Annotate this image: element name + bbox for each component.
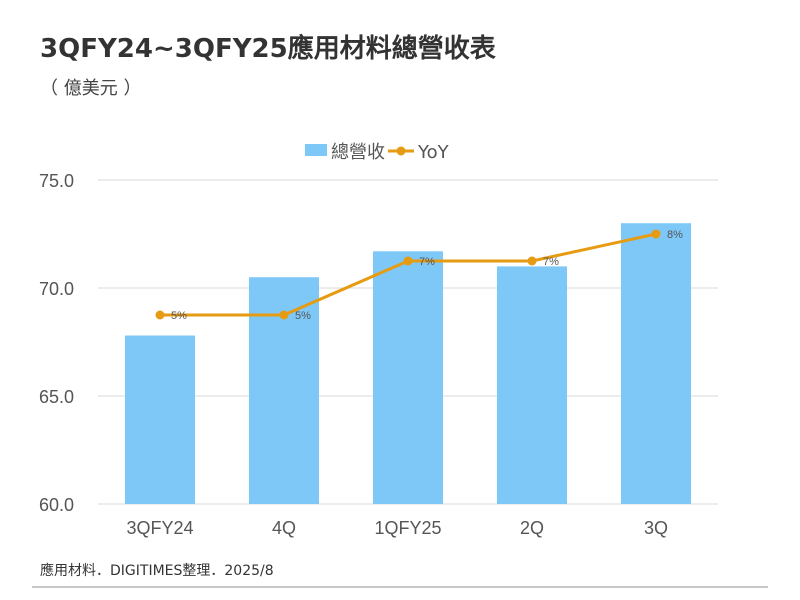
- legend: 總營收 YoY: [305, 142, 450, 163]
- yoy-point: [279, 310, 289, 320]
- yoy-point: [651, 229, 661, 239]
- source-note: 應用材料．DIGITIMES整理．2025/8: [40, 563, 274, 579]
- unit-subtitle: （ 億美元 ）: [40, 78, 142, 99]
- x-tick-label: 2Q: [520, 518, 544, 538]
- revenue-bar: [621, 223, 691, 504]
- yoy-data-label: 7%: [543, 256, 559, 268]
- yoy-data-label: 8%: [667, 229, 683, 241]
- revenue-bar: [373, 251, 443, 504]
- revenue-bar: [125, 335, 195, 504]
- x-axis: 3QFY24 4Q 1QFY25 2Q 3Q: [126, 518, 668, 538]
- yoy-data-label: 5%: [171, 310, 187, 322]
- x-tick-label: 3QFY24: [126, 518, 193, 538]
- legend-line-marker: [396, 146, 406, 156]
- y-axis: 75.0 70.0 65.0 60.0: [39, 171, 74, 515]
- yoy-line-series: 5% 5% 7% 7% 8%: [155, 229, 683, 322]
- footer-divider: [32, 586, 768, 588]
- revenue-bar: [497, 266, 567, 504]
- y-tick-label: 75.0: [39, 171, 74, 191]
- yoy-point: [403, 256, 413, 266]
- yoy-data-label: 5%: [295, 310, 311, 322]
- bar-series: [125, 223, 691, 504]
- yoy-data-label: 7%: [419, 256, 435, 268]
- x-tick-label: 4Q: [272, 518, 296, 538]
- yoy-point: [527, 256, 537, 266]
- legend-label-revenue: 總營收: [331, 142, 385, 163]
- page-title: 3QFY24~3QFY25應用材料總營收表: [40, 34, 496, 64]
- y-tick-label: 65.0: [39, 387, 74, 407]
- y-tick-label: 60.0: [39, 495, 74, 515]
- x-tick-label: 1QFY25: [374, 518, 441, 538]
- y-tick-label: 70.0: [39, 279, 74, 299]
- x-tick-label: 3Q: [644, 518, 668, 538]
- legend-bar-swatch: [305, 144, 327, 156]
- legend-label-yoy: YoY: [417, 142, 450, 163]
- yoy-point: [155, 310, 165, 320]
